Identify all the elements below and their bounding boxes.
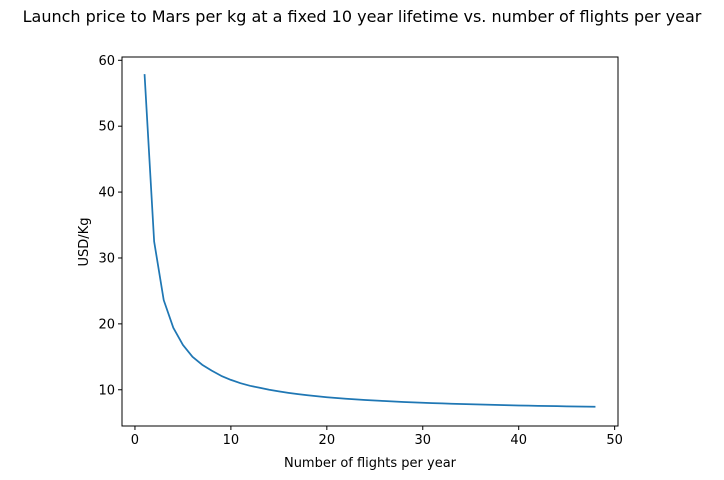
x-tick-label: 30 bbox=[414, 433, 431, 448]
x-tick-label: 20 bbox=[319, 433, 336, 448]
plot-area bbox=[143, 74, 596, 408]
x-axis-label: Number of flights per year bbox=[284, 456, 457, 471]
y-tick-label: 20 bbox=[98, 317, 115, 332]
axis-ticks: 0 10 20 30 40 50 10 20 30 40 50 60 bbox=[98, 54, 622, 448]
y-tick-label: 10 bbox=[98, 383, 115, 398]
y-tick-label: 30 bbox=[98, 251, 115, 266]
chart-title: Launch price to Mars per kg at a fixed 1… bbox=[23, 7, 702, 26]
x-tick-label: 0 bbox=[131, 433, 139, 448]
y-tick-label: 60 bbox=[98, 54, 115, 69]
x-tick-label: 40 bbox=[510, 433, 527, 448]
x-tick-label: 50 bbox=[606, 433, 623, 448]
x-tick-label: 10 bbox=[223, 433, 240, 448]
y-tick-label: 50 bbox=[98, 120, 115, 135]
plot-frame bbox=[121, 56, 619, 427]
y-tick-label: 40 bbox=[98, 186, 115, 201]
series-line-0 bbox=[143, 74, 596, 408]
y-axis-label: USD/Kg bbox=[77, 218, 92, 267]
